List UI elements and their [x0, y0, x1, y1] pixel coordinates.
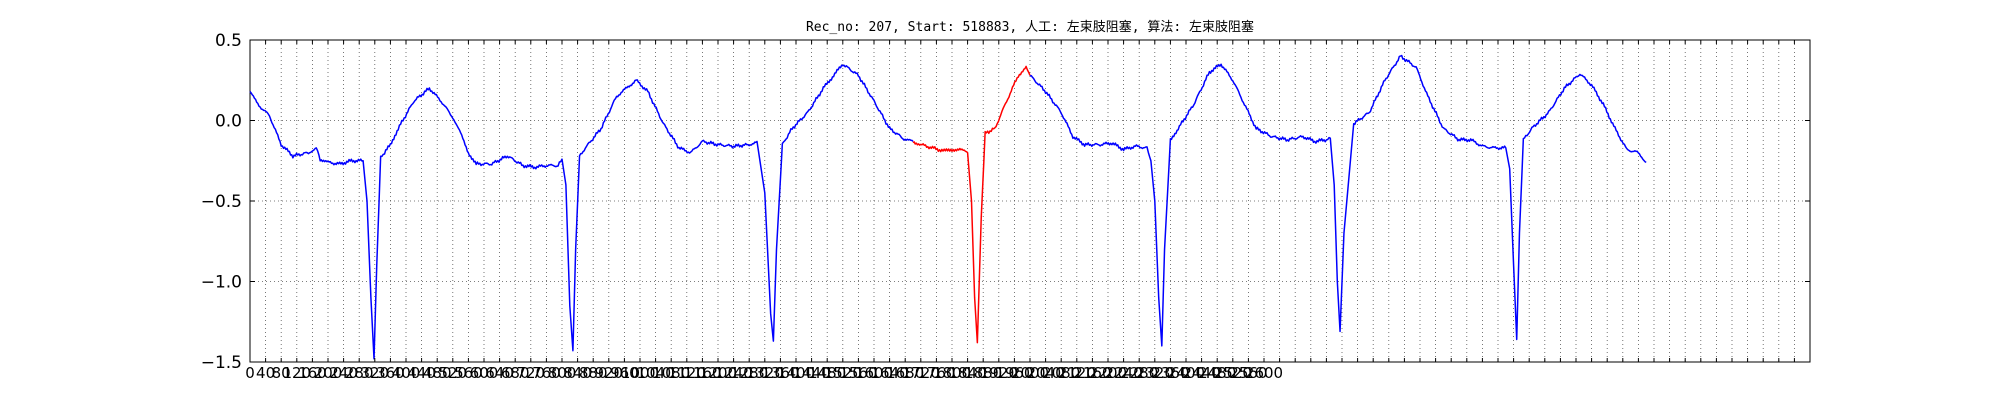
x-tick-label: 1800	[933, 364, 971, 382]
x-tick-label: 160	[298, 364, 327, 382]
x-tick-label: 1240	[715, 364, 753, 382]
x-tick-label: 1640	[871, 364, 909, 382]
x-tick-label: 840	[563, 364, 592, 382]
y-tick-label: 0.0	[215, 112, 242, 132]
x-tick-label: 200	[314, 364, 343, 382]
x-tick-label: 1880	[964, 364, 1002, 382]
series-layer	[249, 54, 1647, 360]
x-tick-label: 1080	[652, 364, 690, 382]
x-tick-label: 760	[532, 364, 561, 382]
x-tick-label: 1960	[995, 364, 1033, 382]
x-tick-label: 280	[345, 364, 374, 382]
x-tick-label: 2080	[1042, 364, 1080, 382]
x-tick-label: 0	[245, 364, 255, 382]
x-tick-label: 1320	[746, 364, 784, 382]
x-tick-label: 240	[329, 364, 358, 382]
x-tick-label: 1000	[621, 364, 659, 382]
x-tick-label: 1920	[980, 364, 1018, 382]
x-tick-label: 1200	[699, 364, 737, 382]
series-line	[912, 65, 1031, 344]
x-tick-label: 920	[594, 364, 623, 382]
y-tick-label: 0.5	[215, 31, 242, 51]
x-tick-label: 1120	[668, 364, 706, 382]
series-line	[1029, 54, 1647, 347]
x-tick-label: 1480	[808, 364, 846, 382]
y-tick-label: −0.5	[201, 192, 242, 212]
x-axis: 0 408012016020024028032036040044048052056…	[245, 40, 1795, 382]
chart-title: Rec_no: 207, Start: 518883, 人工: 左束肢阻塞, 算…	[806, 19, 1254, 35]
x-tick-label: 320	[360, 364, 389, 382]
x-tick-label: 120	[282, 364, 311, 382]
x-tick-label: 1040	[637, 364, 675, 382]
x-tick-label: 360	[376, 364, 405, 382]
x-tick-label: 1720	[902, 364, 940, 382]
x-tick-label: 800	[548, 364, 577, 382]
x-tick-label: 480	[423, 364, 452, 382]
x-tick-label: 40	[256, 364, 275, 382]
x-tick-label: 2000	[1011, 364, 1049, 382]
x-tick-label: 2440	[1183, 364, 1221, 382]
x-tick-label: 1160	[683, 364, 721, 382]
x-tick-label: 720	[516, 364, 545, 382]
x-tick-label: 2200	[1089, 364, 1127, 382]
x-tick-label: 2360	[1151, 364, 1189, 382]
x-tick-label: 2240	[1105, 364, 1143, 382]
x-tick-label: 1520	[824, 364, 862, 382]
x-tick-label: 1440	[793, 364, 831, 382]
x-tick-label: 2560	[1229, 364, 1267, 382]
x-tick-label: 880	[579, 364, 608, 382]
x-tick-label: 560	[454, 364, 483, 382]
x-tick-label: 1600	[855, 364, 893, 382]
x-tick-label: 2400	[1167, 364, 1205, 382]
series-line	[249, 64, 914, 360]
x-tick-label: 520	[438, 364, 467, 382]
y-axis: 0.5 0.0 −0.5 −1.0 −1.5	[201, 31, 1810, 373]
x-tick-label: 1280	[730, 364, 768, 382]
x-tick-label: 1400	[777, 364, 815, 382]
x-tick-label: 80	[272, 364, 291, 382]
x-tick-label: 2280	[1120, 364, 1158, 382]
x-tick-label: 1760	[917, 364, 955, 382]
y-tick-label: −1.5	[201, 353, 242, 373]
x-tick-label: 1360	[761, 364, 799, 382]
x-tick-label: 600	[470, 364, 499, 382]
x-tick-label: 1560	[839, 364, 877, 382]
y-tick-label: −1.0	[201, 273, 242, 293]
x-tick-label: 2600	[1245, 364, 1283, 382]
x-tick-label: 400	[392, 364, 421, 382]
x-tick-label: 680	[501, 364, 530, 382]
x-tick-label: 2520	[1214, 364, 1252, 382]
x-tick-label: 2120	[1058, 364, 1096, 382]
x-tick-label: 2320	[1136, 364, 1174, 382]
x-tick-label: 960	[610, 364, 639, 382]
x-tick-label: 1840	[949, 364, 987, 382]
grid	[250, 40, 1810, 362]
x-tick-label: 2480	[1198, 364, 1236, 382]
x-tick-label: 2040	[1027, 364, 1065, 382]
x-tick-label: 1680	[886, 364, 924, 382]
x-tick-label: 640	[485, 364, 514, 382]
x-tick-label: 2160	[1073, 364, 1111, 382]
x-tick-label: 440	[407, 364, 436, 382]
